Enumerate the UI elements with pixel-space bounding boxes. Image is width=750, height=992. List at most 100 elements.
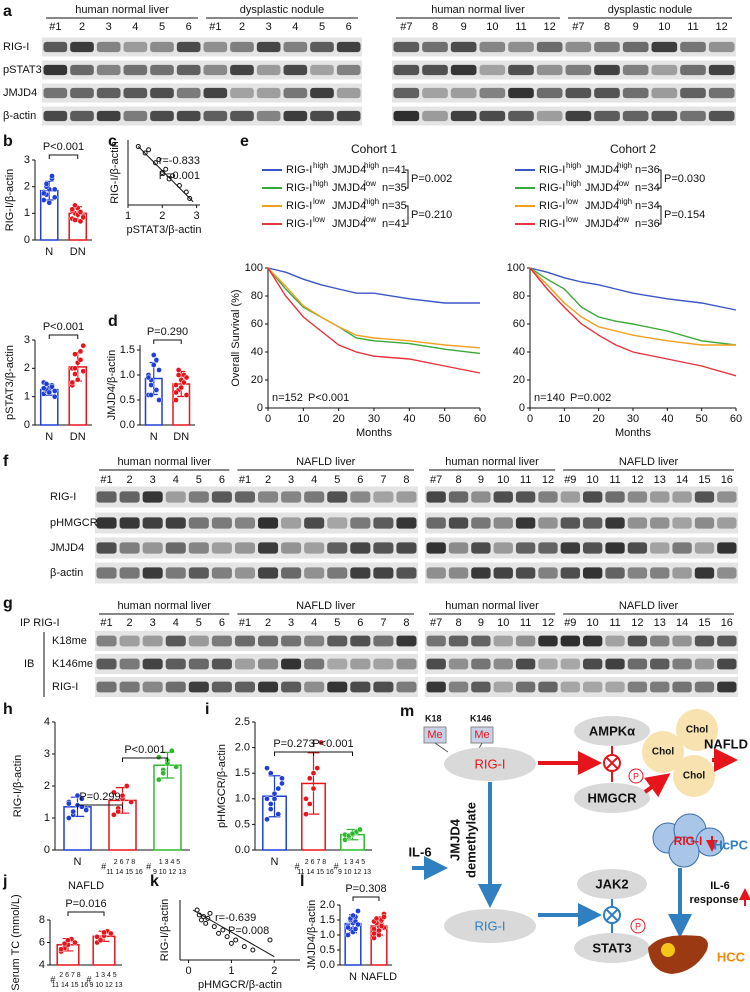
- y-tick-label: 100: [245, 262, 263, 274]
- blot-band: [96, 517, 117, 529]
- x-tick-label: 50: [696, 413, 708, 425]
- blot-band: [717, 542, 737, 554]
- data-point: [156, 367, 162, 373]
- blot-band: [310, 64, 334, 76]
- label: K146: [470, 713, 492, 723]
- blot-band: [119, 542, 140, 554]
- blot-band: [508, 87, 534, 99]
- lane-label: 9: [633, 21, 639, 33]
- data-point: [303, 811, 309, 818]
- phospho: [628, 768, 644, 784]
- annotation: P=0.299: [79, 791, 120, 803]
- blot-band: [651, 87, 678, 99]
- label: AMPKα: [589, 723, 635, 738]
- data-point: [77, 209, 84, 215]
- data-point: [80, 342, 87, 349]
- data-point: [173, 763, 179, 770]
- y-axis-label: RIG-I/β-actin: [109, 141, 121, 204]
- y-tick-label: 80: [513, 290, 525, 302]
- blot-band: [283, 87, 308, 99]
- y-tick-label: 2.5: [235, 716, 250, 728]
- blot-header: dysplastic nodule: [240, 4, 324, 16]
- blot-band: [493, 635, 513, 647]
- lane-label: 10: [497, 474, 509, 486]
- data-point: [108, 930, 114, 937]
- lane-label: 6: [219, 474, 225, 486]
- blot-band: [622, 110, 649, 122]
- label: HCC: [717, 949, 746, 964]
- label: JMJD4: [447, 818, 462, 861]
- data-point: [49, 173, 55, 179]
- x-tick-label: 2: [271, 965, 277, 977]
- lane-label: 5: [334, 474, 340, 486]
- x-axis-label: pSTAT3/β-actin: [127, 224, 202, 236]
- lane-label: 10: [486, 21, 498, 33]
- blot-band: [450, 41, 477, 53]
- panel-letter: l: [300, 873, 304, 890]
- blot-band: [650, 681, 670, 693]
- lane-label: 9: [478, 474, 484, 486]
- data-point: [233, 937, 239, 943]
- legend-label: RIG-I: [539, 200, 565, 212]
- data-point: [148, 382, 154, 388]
- blot-band: [493, 681, 513, 693]
- lane-label: 15: [698, 617, 710, 629]
- blot-band: [448, 658, 469, 670]
- annotation: P=0.008: [228, 925, 269, 937]
- blot-band: [70, 41, 94, 53]
- data-point: [228, 940, 234, 946]
- lane-label: 7: [380, 474, 386, 486]
- arrow: [643, 773, 671, 798]
- node: [574, 783, 650, 813]
- legend-label: low: [617, 215, 629, 224]
- blot-band: [422, 41, 448, 53]
- blot-band: [450, 110, 477, 122]
- blot-band: [515, 635, 536, 647]
- blot-band: [123, 110, 148, 122]
- cell-cluster: [652, 813, 725, 868]
- legend-label: low: [313, 197, 325, 206]
- annotation: P=0.308: [345, 883, 386, 895]
- blot-band: [43, 64, 68, 76]
- x-tick-label: 9 10 12 13: [89, 982, 122, 989]
- blot-band: [211, 491, 232, 503]
- lane-label: 6: [357, 474, 363, 486]
- y-tick-label: 3: [24, 334, 30, 346]
- x-tick-label: 11 14 15 16: [297, 869, 334, 876]
- blot-band: [165, 491, 186, 503]
- legend-label: high: [313, 161, 328, 170]
- blot-strip: [392, 37, 736, 57]
- blot-band: [560, 681, 580, 693]
- legend-label: JMJD4: [585, 164, 619, 176]
- data-point: [357, 826, 363, 833]
- annotation: P<0.001: [308, 392, 349, 404]
- blot-band: [258, 658, 279, 670]
- blot-band: [605, 681, 625, 693]
- blot-header: human normal liver: [431, 4, 525, 16]
- lane-label: 14: [676, 617, 688, 629]
- lane-label: 7: [380, 617, 386, 629]
- blot-header: NAFLD liver: [296, 600, 356, 612]
- y-tick-label: 40: [251, 346, 263, 358]
- row-label: JMJD4: [50, 542, 84, 554]
- annotation: P=0.273: [273, 738, 314, 750]
- data-point: [66, 800, 72, 807]
- blot-band: [211, 517, 232, 529]
- blot-band: [96, 491, 117, 503]
- data-point: [69, 206, 76, 213]
- blot-band: [448, 681, 469, 693]
- blot-band: [515, 517, 536, 529]
- blot-band: [396, 658, 417, 670]
- lane-label: 2: [127, 617, 133, 629]
- legend-label: high: [364, 197, 379, 206]
- blot-band: [538, 567, 558, 579]
- data-point: [371, 930, 377, 937]
- blot-band: [234, 542, 255, 554]
- x-tick-label: 0: [186, 965, 192, 977]
- x-tick-label: 9 10 12 13: [338, 869, 371, 876]
- blot-band: [627, 517, 648, 529]
- lane-label: 8: [455, 474, 461, 486]
- blot-band: [70, 87, 94, 99]
- blot-band: [258, 567, 279, 579]
- blot-band: [594, 41, 620, 53]
